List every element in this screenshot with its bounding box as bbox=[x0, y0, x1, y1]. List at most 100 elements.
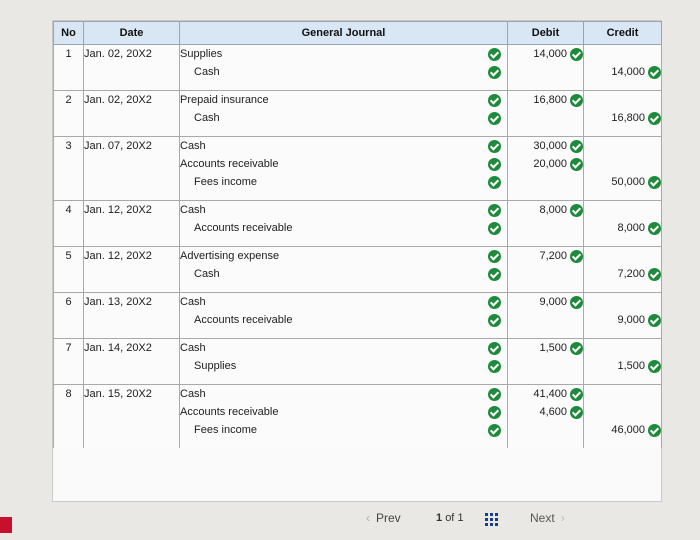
credit-cell[interactable]: 46,000 bbox=[583, 421, 662, 439]
debit-cell[interactable] bbox=[507, 109, 584, 127]
debit-cell[interactable]: 8,000 bbox=[507, 200, 584, 219]
general-journal-sheet: No Date General Journal Debit Credit 1 Ja… bbox=[52, 20, 662, 502]
debit-cell[interactable]: 1,500 bbox=[507, 338, 584, 357]
account-cell[interactable]: Fees income bbox=[179, 421, 508, 439]
entry-date-cell: Jan. 12, 20X2 bbox=[83, 246, 180, 265]
account-cell[interactable]: Accounts receivable bbox=[179, 219, 508, 237]
credit-cell[interactable]: 16,800 bbox=[583, 109, 662, 127]
account-row: Prepaid insurance bbox=[180, 91, 507, 109]
check-icon bbox=[570, 295, 583, 309]
next-button[interactable]: Next › bbox=[530, 511, 565, 525]
debit-cell[interactable]: 20,000 bbox=[507, 155, 584, 173]
account-cell[interactable]: Cash bbox=[179, 265, 508, 283]
spacer-cell bbox=[583, 439, 662, 448]
debit-cell[interactable] bbox=[507, 311, 584, 329]
credit-cell[interactable] bbox=[583, 384, 662, 403]
credit-cell[interactable] bbox=[583, 136, 662, 155]
credit-cell[interactable]: 8,000 bbox=[583, 219, 662, 237]
account-cell[interactable]: Cash bbox=[179, 292, 508, 311]
entry-date-cell bbox=[83, 63, 180, 81]
debit-cell[interactable]: 41,400 bbox=[507, 384, 584, 403]
account-cell[interactable]: Accounts receivable bbox=[179, 155, 508, 173]
check-icon bbox=[488, 405, 501, 419]
entry-date[interactable]: Jan. 13, 20X2 bbox=[84, 296, 152, 308]
grid-icon[interactable] bbox=[485, 513, 498, 526]
debit-cell[interactable] bbox=[507, 265, 584, 283]
account-cell[interactable]: Advertising expense bbox=[179, 246, 508, 265]
prev-button[interactable]: ‹ Prev bbox=[366, 511, 401, 525]
spacer-cell bbox=[53, 283, 84, 293]
account-name: Cash bbox=[180, 388, 206, 400]
credit-cell[interactable]: 1,500 bbox=[583, 357, 662, 375]
chevron-left-icon: ‹ bbox=[366, 511, 370, 525]
entry-date[interactable]: Jan. 02, 20X2 bbox=[84, 48, 152, 60]
credit-cell[interactable] bbox=[583, 338, 662, 357]
account-cell[interactable]: Cash bbox=[179, 200, 508, 219]
debit-cell[interactable] bbox=[507, 421, 584, 439]
spacer-cell bbox=[83, 375, 180, 385]
credit-cell[interactable] bbox=[583, 90, 662, 109]
credit-cell[interactable] bbox=[583, 246, 662, 265]
account-cell[interactable]: Cash bbox=[179, 338, 508, 357]
credit-cell[interactable] bbox=[583, 200, 662, 219]
spacer-cell bbox=[83, 237, 180, 247]
debit-cell[interactable] bbox=[507, 173, 584, 191]
account-cell[interactable]: Supplies bbox=[179, 44, 508, 63]
debit-cell[interactable] bbox=[507, 219, 584, 237]
credit-cell[interactable] bbox=[583, 403, 662, 421]
entry-date[interactable]: Jan. 14, 20X2 bbox=[84, 342, 152, 354]
account-cell[interactable]: Cash bbox=[179, 63, 508, 81]
spacer-cell bbox=[83, 283, 180, 293]
account-name: Cash bbox=[180, 140, 206, 152]
account-cell[interactable]: Cash bbox=[179, 384, 508, 403]
account-cell[interactable]: Supplies bbox=[179, 357, 508, 375]
debit-cell[interactable]: 16,800 bbox=[507, 90, 584, 109]
debit-cell[interactable]: 30,000 bbox=[507, 136, 584, 155]
entry-date[interactable]: Jan. 02, 20X2 bbox=[84, 94, 152, 106]
entry-number: 3 bbox=[65, 140, 72, 152]
credit-cell[interactable]: 7,200 bbox=[583, 265, 662, 283]
entry-spacer bbox=[53, 237, 662, 247]
account-cell[interactable]: Prepaid insurance bbox=[179, 90, 508, 109]
entry-date[interactable]: Jan. 07, 20X2 bbox=[84, 140, 152, 152]
spacer-cell bbox=[83, 191, 180, 201]
spacer-cell bbox=[583, 127, 662, 137]
credit-cell[interactable]: 50,000 bbox=[583, 173, 662, 191]
entry-number-cell: 6 bbox=[53, 292, 84, 311]
entry-date[interactable]: Jan. 12, 20X2 bbox=[84, 250, 152, 262]
debit-amount-row: 7,200 bbox=[508, 247, 583, 265]
account-cell[interactable]: Accounts receivable bbox=[179, 311, 508, 329]
credit-cell[interactable]: 9,000 bbox=[583, 311, 662, 329]
credit-amount: 7,200 bbox=[617, 268, 645, 280]
debit-cell[interactable]: 14,000 bbox=[507, 44, 584, 63]
account-row: Supplies bbox=[180, 45, 507, 63]
account-cell[interactable]: Cash bbox=[179, 136, 508, 155]
entry-date[interactable]: Jan. 15, 20X2 bbox=[84, 388, 152, 400]
credit-cell[interactable]: 14,000 bbox=[583, 63, 662, 81]
spacer-cell bbox=[179, 127, 508, 137]
check-icon bbox=[488, 387, 501, 401]
app-edge-tab[interactable] bbox=[0, 517, 12, 533]
account-cell[interactable]: Cash bbox=[179, 109, 508, 127]
header-row: No Date General Journal Debit Credit bbox=[53, 21, 662, 45]
debit-cell[interactable]: 7,200 bbox=[507, 246, 584, 265]
account-row: Cash bbox=[180, 109, 507, 127]
check-icon bbox=[570, 405, 583, 419]
credit-cell[interactable] bbox=[583, 44, 662, 63]
check-icon bbox=[488, 313, 501, 327]
entry-number: 1 bbox=[65, 48, 72, 60]
spacer-cell bbox=[583, 191, 662, 201]
credit-cell[interactable] bbox=[583, 292, 662, 311]
account-cell[interactable]: Fees income bbox=[179, 173, 508, 191]
account-name: Cash bbox=[180, 296, 206, 308]
credit-cell[interactable] bbox=[583, 155, 662, 173]
account-row: Cash bbox=[180, 385, 507, 403]
debit-cell[interactable]: 9,000 bbox=[507, 292, 584, 311]
entry-number-cell bbox=[53, 265, 84, 283]
debit-cell[interactable] bbox=[507, 63, 584, 81]
debit-cell[interactable] bbox=[507, 357, 584, 375]
account-cell[interactable]: Accounts receivable bbox=[179, 403, 508, 421]
entry-number: 8 bbox=[65, 388, 72, 400]
entry-date[interactable]: Jan. 12, 20X2 bbox=[84, 204, 152, 216]
debit-cell[interactable]: 4,600 bbox=[507, 403, 584, 421]
